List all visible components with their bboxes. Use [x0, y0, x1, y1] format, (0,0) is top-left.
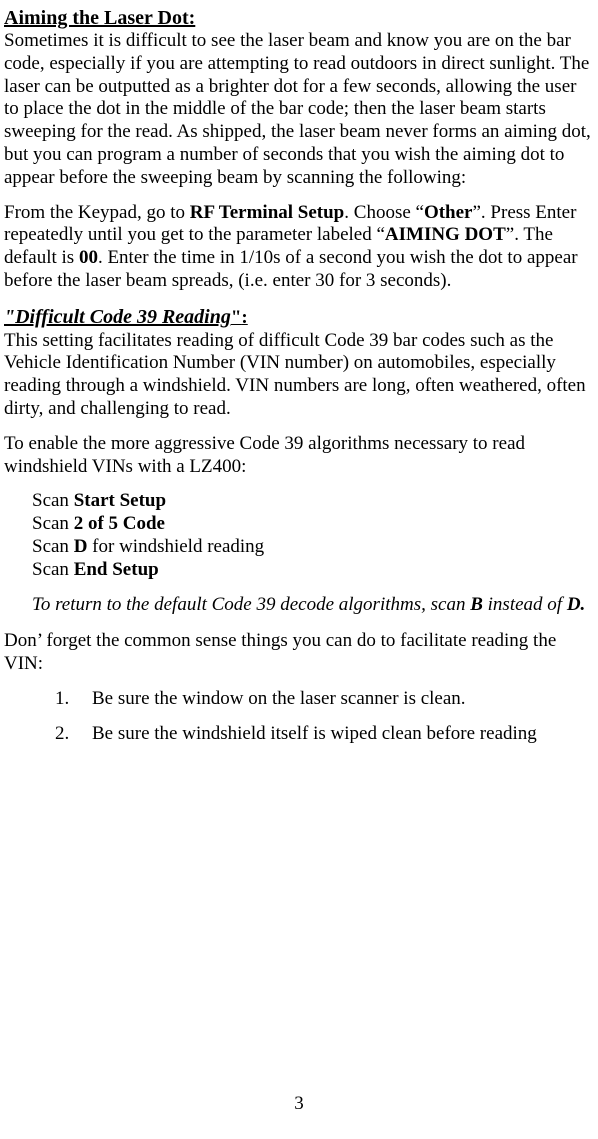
- aiming-para-2: From the Keypad, go to RF Terminal Setup…: [4, 202, 594, 293]
- text-bold: RF Terminal Setup: [190, 202, 345, 223]
- document-page: Aiming the Laser Dot: Sometimes it is di…: [4, 6, 594, 1116]
- page-footer: 3: [4, 1093, 594, 1116]
- note-return-default: To return to the default Code 39 decode …: [32, 594, 594, 617]
- heading-code39: "Difficult Code 39 Reading":: [4, 305, 594, 330]
- tips-list: Be sure the window on the laser scanner …: [74, 688, 594, 746]
- text-bold: Start Setup: [74, 490, 166, 511]
- section-aiming: Aiming the Laser Dot: Sometimes it is di…: [4, 6, 594, 293]
- heading-colon: :: [241, 307, 247, 328]
- text: instead of: [483, 594, 567, 615]
- code39-para-3: Don’ forget the common sense things you …: [4, 630, 594, 676]
- code39-para-2: To enable the more aggressive Code 39 al…: [4, 433, 594, 479]
- text: for windshield reading: [87, 536, 264, 557]
- aiming-para-1: Sometimes it is difficult to see the las…: [4, 30, 594, 190]
- text-bold: B: [470, 594, 483, 615]
- heading-aiming: Aiming the Laser Dot:: [4, 6, 594, 30]
- text-bold: End Setup: [74, 559, 159, 580]
- text: Scan: [32, 490, 74, 511]
- heading-text: "Difficult Code 39 Reading: [4, 306, 231, 328]
- code39-para-1: This setting facilitates reading of diff…: [4, 330, 594, 421]
- text-bold: Other: [424, 202, 473, 223]
- text-bold: AIMING DOT: [385, 224, 506, 245]
- text: Scan: [32, 559, 74, 580]
- scan-line-1: Scan Start Setup: [32, 490, 594, 513]
- text: Scan: [32, 536, 74, 557]
- heading-quote: ": [231, 307, 242, 328]
- text-bold: 2 of 5 Code: [74, 513, 165, 534]
- scan-steps: Scan Start Setup Scan 2 of 5 Code Scan D…: [32, 490, 594, 581]
- text: To return to the default Code 39 decode …: [32, 594, 470, 615]
- text: From the Keypad, go to: [4, 202, 190, 223]
- text: Scan: [32, 513, 74, 534]
- list-item: Be sure the windshield itself is wiped c…: [74, 723, 594, 746]
- page-number: 3: [294, 1093, 304, 1114]
- section-code39: "Difficult Code 39 Reading": This settin…: [4, 305, 594, 746]
- scan-line-4: Scan End Setup: [32, 559, 594, 582]
- scan-line-2: Scan 2 of 5 Code: [32, 513, 594, 536]
- text-bold: D: [74, 536, 88, 557]
- text: . Choose “: [344, 202, 424, 223]
- text-bold: D.: [567, 594, 585, 615]
- scan-line-3: Scan D for windshield reading: [32, 536, 594, 559]
- list-item: Be sure the window on the laser scanner …: [74, 688, 594, 711]
- text-bold: 00: [79, 247, 98, 268]
